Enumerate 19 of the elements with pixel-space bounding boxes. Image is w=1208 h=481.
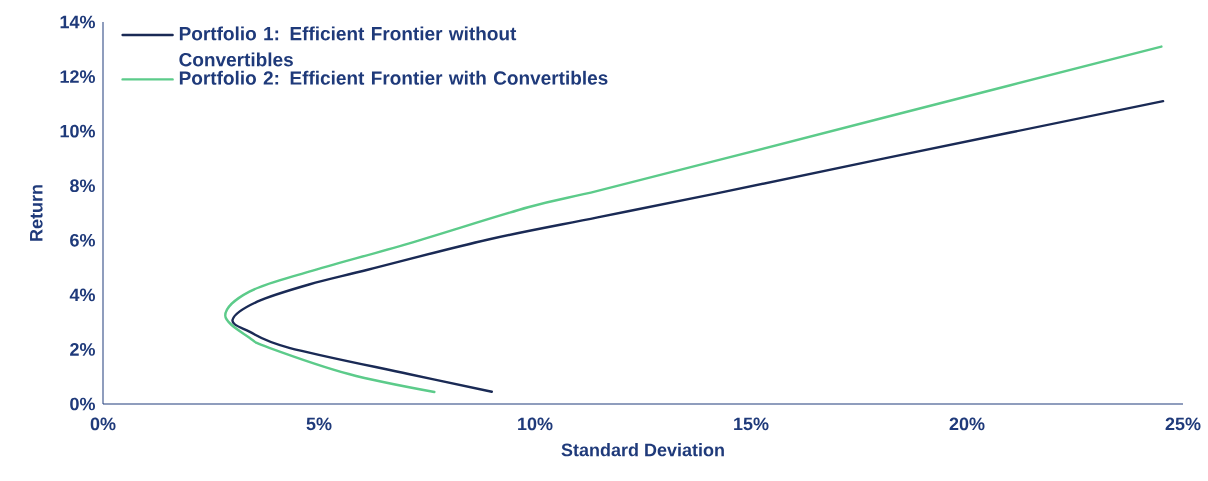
y-tick-label: 8% bbox=[70, 179, 95, 193]
x-tick-label: 15% bbox=[734, 417, 769, 431]
legend-label: Portfolio 2: Efficient Frontier with Convertibles bbox=[179, 70, 608, 85]
line-series bbox=[231, 99, 1165, 393]
y-tick-label: 4% bbox=[69, 288, 95, 302]
y-tick-label: 14% bbox=[60, 15, 95, 29]
x-tick-label: 5% bbox=[306, 417, 332, 431]
y-tick-label: 6% bbox=[70, 233, 95, 247]
y-tick-label: 0% bbox=[70, 397, 95, 411]
y-tick-label: 12% bbox=[60, 70, 95, 83]
x-tick-label: 25% bbox=[1165, 417, 1201, 431]
legend-label: Portfolio 1: Efficient Frontier without Convertibles bbox=[179, 26, 517, 67]
x-axis-title: Standard Deviation bbox=[561, 443, 724, 457]
x-tick-label: 20% bbox=[949, 417, 985, 431]
x-tick-label: 0% bbox=[90, 417, 116, 431]
y-tick-label: 2% bbox=[70, 343, 95, 356]
y-axis-title: Return bbox=[30, 185, 43, 241]
x-tick-label: 10% bbox=[518, 417, 553, 431]
y-tick-label: 10% bbox=[60, 124, 95, 138]
